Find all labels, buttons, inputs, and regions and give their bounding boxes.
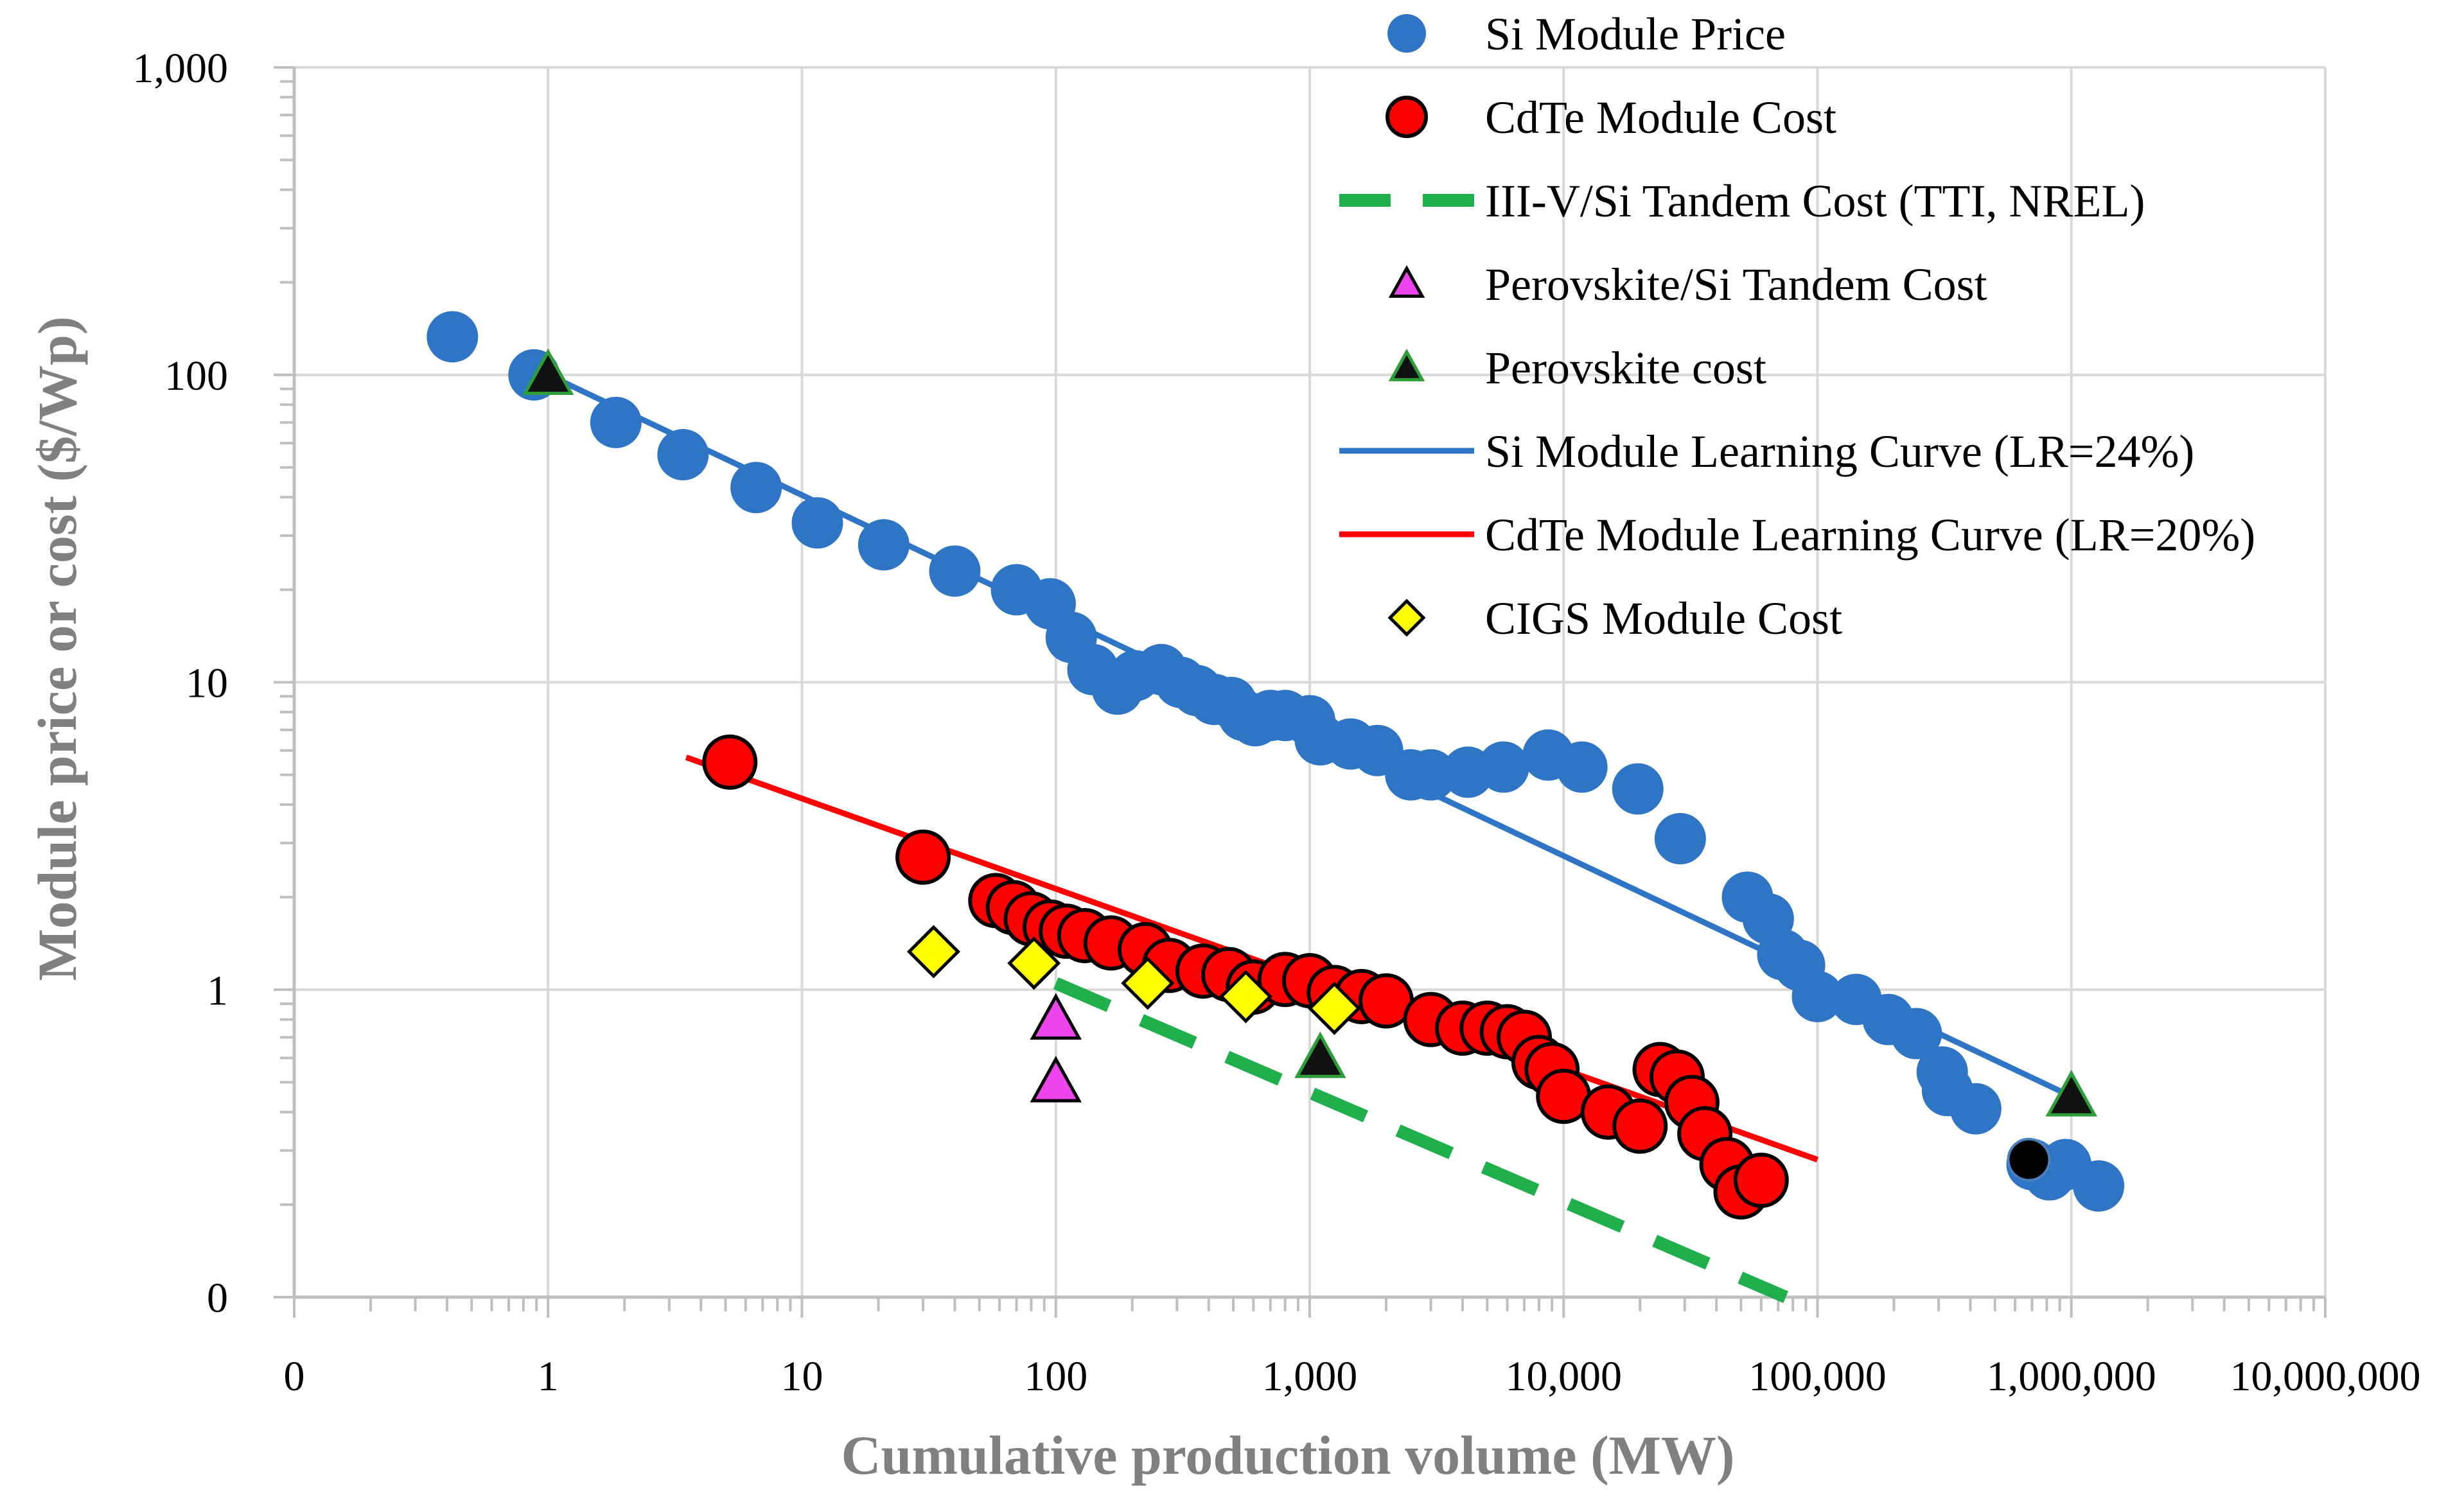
x-tick-label: 10,000	[1506, 1353, 1623, 1400]
si-price-point	[427, 311, 479, 363]
legend-label: Perovskite/Si Tandem Cost	[1485, 259, 1987, 310]
si-price-point	[1890, 1008, 1942, 1060]
legend-item: CdTe Module Learning Curve (LR=20%)	[1339, 509, 2255, 561]
legend-item: Perovskite/Si Tandem Cost	[1388, 259, 1987, 310]
y-tick-label: 1	[207, 967, 228, 1014]
y-tick-label: 100	[164, 353, 228, 399]
legend-label: Perovskite cost	[1485, 342, 1766, 394]
legend-item: CIGS Module Cost	[1387, 593, 1842, 644]
cigs-cost-point	[1007, 936, 1061, 990]
y-axis-label: Module price or cost ($/Wp)	[26, 316, 88, 981]
x-tick-label: 1	[538, 1353, 559, 1400]
highlight-point	[2007, 1137, 2051, 1182]
x-axis-ticks: 0 1 10 100 1,000 10,000 100,000 1,000,000 10,000…	[284, 1353, 2421, 1400]
legend-item: CdTe Module Cost	[1386, 92, 1836, 143]
perovskite-cost-point	[522, 348, 574, 396]
si-price-point	[858, 519, 910, 571]
legend-swatch-marker	[1388, 265, 1425, 298]
y-tick-label: 0	[207, 1275, 228, 1322]
si-price-point	[1556, 741, 1608, 793]
series-highlight	[2007, 1137, 2051, 1182]
si-price-point	[1477, 741, 1529, 793]
y-tick-label: 10	[186, 660, 228, 707]
cdte-cost-point	[1612, 1098, 1668, 1154]
x-tick-label: 100,000	[1748, 1353, 1887, 1400]
legend-label: Si Module Price	[1485, 8, 1786, 60]
x-tick-label: 1,000,000	[1987, 1353, 2156, 1400]
x-axis-label: Cumulative production volume (MW)	[841, 1424, 1734, 1486]
y-axis-ticks: 0 1 10 100 1,000	[133, 45, 229, 1322]
legend-item: Si Module Learning Curve (LR=24%)	[1339, 426, 2194, 477]
perovskite-cost-point	[1294, 1031, 1346, 1078]
perovskite-si-tandem-point	[1030, 1056, 1082, 1103]
legend-swatch-marker	[1387, 14, 1426, 53]
series-perovskite-cost	[522, 348, 2097, 1117]
si-price-point	[1949, 1083, 2002, 1135]
legend-item: III-V/Si Tandem Cost (TTI, NREL)	[1339, 175, 2145, 227]
si-price-point	[929, 545, 981, 597]
series-si-module-price	[427, 311, 2125, 1212]
series-cigs-module-cost	[906, 925, 1361, 1035]
si-price-point	[730, 462, 782, 514]
cigs-cost-point	[1219, 970, 1273, 1024]
si-price-point	[1612, 763, 1664, 815]
cdte-learning-curve	[685, 755, 1819, 1163]
x-tick-label: 100	[1024, 1353, 1087, 1400]
axes	[274, 66, 2327, 1318]
si-price-point	[1405, 749, 1457, 801]
legend-label: CIGS Module Cost	[1485, 593, 1842, 644]
legend-swatch-marker	[1386, 96, 1428, 138]
legend: Si Module Price CdTe Module Cost III-V/Si …	[1339, 8, 2255, 644]
legend-item: Perovskite cost	[1388, 342, 1766, 394]
si-price-point	[2073, 1160, 2125, 1212]
si-price-point	[657, 429, 709, 481]
data-points	[427, 311, 2125, 1220]
x-tick-label: 10,000,000	[2230, 1353, 2421, 1400]
cigs-cost-point	[1307, 981, 1361, 1035]
cigs-cost-point	[1121, 956, 1175, 1010]
series-perovskite-si-tandem-cost	[1030, 993, 1082, 1103]
legend-item: Si Module Price	[1387, 8, 1786, 60]
cdte-cost-point	[702, 734, 758, 790]
perovskite-cost-point	[2045, 1070, 2097, 1117]
cdte-cost-point	[895, 829, 951, 885]
si-price-point	[1654, 813, 1706, 865]
tandem-cost-line	[1053, 977, 1789, 1304]
cigs-cost-point	[906, 925, 960, 979]
perovskite-si-tandem-point	[1030, 993, 1082, 1040]
x-tick-label: 0	[284, 1353, 305, 1400]
legend-label: Si Module Learning Curve (LR=24%)	[1485, 426, 2194, 477]
cdte-cost-point	[1733, 1152, 1789, 1208]
legend-swatch-marker	[1387, 598, 1426, 637]
x-tick-label: 1,000	[1262, 1353, 1358, 1400]
legend-label: III-V/Si Tandem Cost (TTI, NREL)	[1485, 175, 2145, 227]
y-tick-label: 1,000	[133, 45, 229, 92]
si-price-point	[590, 396, 642, 448]
si-price-point	[791, 497, 843, 549]
legend-swatch-marker	[1388, 348, 1425, 381]
legend-label: CdTe Module Cost	[1485, 92, 1836, 143]
grid-lines	[294, 66, 2327, 1297]
x-tick-label: 10	[781, 1353, 823, 1400]
legend-label: CdTe Module Learning Curve (LR=20%)	[1485, 509, 2255, 561]
si-price-point	[1791, 970, 1844, 1022]
